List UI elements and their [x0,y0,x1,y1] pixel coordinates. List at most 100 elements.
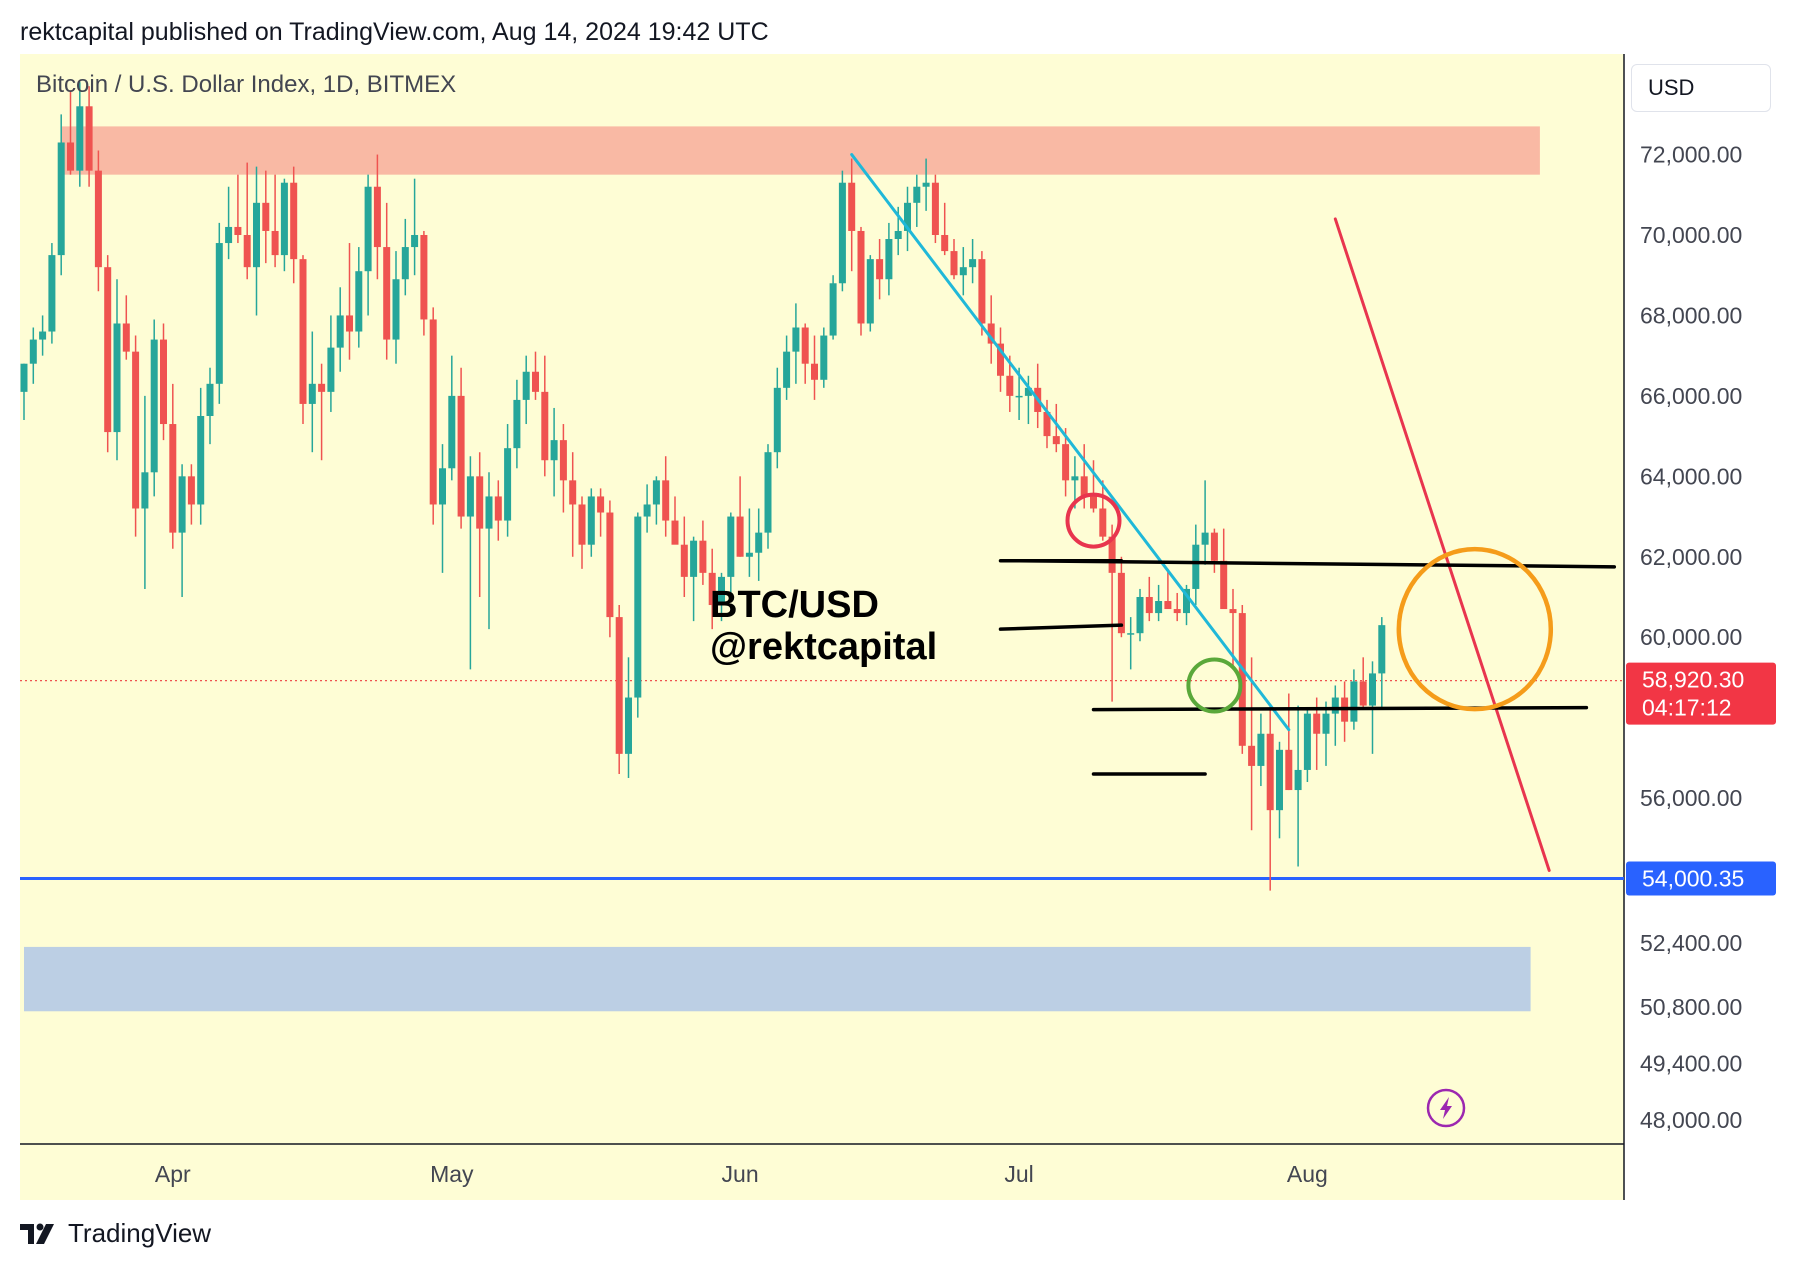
candle[interactable] [94,150,102,292]
candle[interactable] [48,243,56,344]
candle[interactable] [1183,584,1190,626]
candle[interactable] [1322,701,1330,766]
candle[interactable] [1062,428,1070,497]
candle[interactable] [931,174,939,244]
candle[interactable] [550,407,558,497]
block-top-bottom-line[interactable] [998,623,1124,631]
support-price-badge[interactable]: 54,000.35 [1626,861,1776,896]
candle[interactable] [587,488,595,557]
tradingview-logo-icon[interactable] [20,1221,60,1247]
candle[interactable] [1276,741,1283,839]
time-axis[interactable] [20,1144,1624,1200]
candle[interactable] [1145,576,1153,622]
candle[interactable] [476,452,484,597]
candle[interactable] [485,472,493,630]
candle[interactable] [606,500,614,638]
candle[interactable] [457,367,465,529]
green-circle[interactable] [1186,657,1243,714]
candle[interactable] [755,508,763,581]
candle[interactable] [522,355,530,425]
candle[interactable] [904,186,911,252]
candle[interactable] [271,174,279,268]
currency-button[interactable]: USD [1631,64,1771,112]
candle[interactable] [39,315,47,356]
candle[interactable] [20,363,28,421]
candle[interactable] [234,174,242,244]
candle[interactable] [411,178,419,276]
candle[interactable] [643,484,651,533]
candle[interactable] [950,239,958,280]
candle[interactable] [1350,669,1358,730]
candle[interactable] [1210,528,1218,573]
candle[interactable] [764,444,772,549]
candle[interactable] [559,424,567,513]
candle[interactable] [150,319,158,497]
candle[interactable] [253,166,260,316]
candle[interactable] [699,520,707,585]
red-downtrend-line[interactable] [1333,217,1551,872]
candle[interactable] [876,239,884,300]
candle[interactable] [1155,584,1163,622]
candle[interactable] [290,166,298,284]
candle[interactable] [913,174,921,227]
candle[interactable] [941,202,949,256]
candle[interactable] [532,351,539,400]
candle[interactable] [662,456,670,537]
candle[interactable] [392,251,400,364]
candle[interactable] [336,287,344,372]
candle[interactable] [513,379,521,469]
candle[interactable] [997,327,1004,392]
candle[interactable] [866,255,874,332]
candle[interactable] [736,476,744,557]
candle[interactable] [1090,460,1097,513]
orange-circle[interactable] [1396,546,1554,712]
red-circle[interactable] [1065,492,1122,549]
candle[interactable] [792,303,800,384]
candle[interactable] [57,114,65,276]
candle[interactable] [1266,705,1274,891]
candle[interactable] [262,170,270,264]
candle[interactable] [122,295,130,360]
candle[interactable] [104,255,112,453]
candle[interactable] [969,239,977,284]
candle[interactable] [215,222,223,404]
candle[interactable] [29,327,37,384]
candle[interactable] [169,383,177,549]
candle[interactable] [820,327,828,388]
candle[interactable] [1378,617,1386,710]
candle[interactable] [708,548,716,630]
candle[interactable] [541,355,549,477]
candle[interactable] [857,226,865,336]
candle[interactable] [141,395,149,589]
tradingview-brand[interactable]: TradingView [68,1218,212,1248]
candle[interactable] [987,295,995,364]
candle[interactable] [280,178,288,272]
candle[interactable] [848,158,856,272]
candle[interactable] [346,243,353,360]
candle[interactable] [1099,480,1107,541]
candle[interactable] [1257,713,1265,787]
candle[interactable] [187,464,195,525]
candle[interactable] [1173,592,1181,622]
candle[interactable] [197,387,205,525]
candle[interactable] [1229,588,1237,666]
candle[interactable] [429,307,437,525]
candle[interactable] [773,367,781,469]
candle[interactable] [206,367,214,445]
candle[interactable] [718,572,725,622]
candle[interactable] [1359,657,1367,710]
candle[interactable] [76,82,84,187]
candle[interactable] [745,508,753,577]
candle[interactable] [466,456,474,670]
candle[interactable] [85,86,93,187]
price-axis[interactable] [1624,54,1782,1200]
candle[interactable] [801,323,809,384]
candle[interactable] [1164,568,1172,610]
candle[interactable] [1220,528,1228,610]
candle[interactable] [1238,605,1246,754]
candle[interactable] [420,230,428,336]
candle[interactable] [1043,399,1051,449]
candle[interactable] [1127,617,1135,670]
candle[interactable] [652,476,660,525]
